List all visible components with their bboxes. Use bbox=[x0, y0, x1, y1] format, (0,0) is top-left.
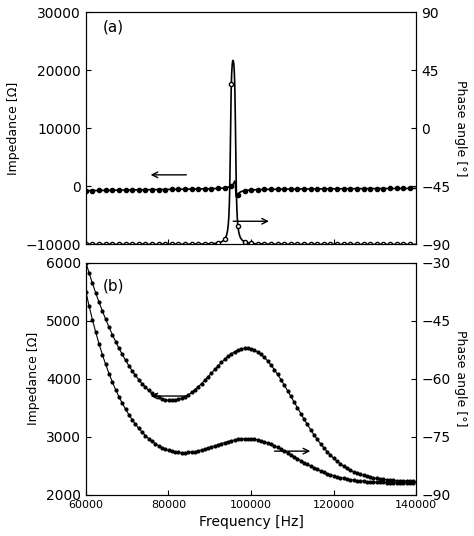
Text: (a): (a) bbox=[102, 19, 124, 34]
Y-axis label: Impedance [Ω]: Impedance [Ω] bbox=[7, 82, 20, 175]
Y-axis label: Phase angle [°]: Phase angle [°] bbox=[454, 80, 467, 177]
Text: (b): (b) bbox=[102, 279, 124, 294]
Y-axis label: Phase angle [°]: Phase angle [°] bbox=[454, 330, 467, 427]
X-axis label: Frequency [Hz]: Frequency [Hz] bbox=[199, 515, 303, 529]
Y-axis label: Impedance [Ω]: Impedance [Ω] bbox=[27, 332, 40, 425]
